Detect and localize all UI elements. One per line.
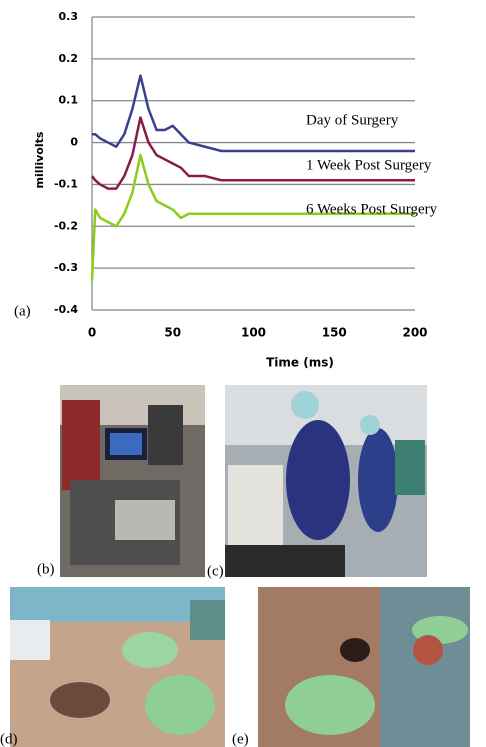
y-tick-label: -0.3 bbox=[54, 261, 78, 274]
y-tick-label: -0.4 bbox=[54, 303, 78, 316]
x-tick-label: 150 bbox=[322, 326, 347, 340]
panel-label: (c) bbox=[207, 563, 224, 579]
photo-d bbox=[10, 587, 225, 747]
y-tick-label: -0.2 bbox=[54, 219, 78, 232]
y-tick-label: 0.1 bbox=[59, 94, 79, 107]
y-tick-label: 0 bbox=[70, 136, 78, 149]
photo-e bbox=[258, 587, 470, 747]
panel-label: (e) bbox=[232, 731, 249, 747]
series-line bbox=[92, 74, 415, 153]
y-tick-label: 0.3 bbox=[59, 10, 79, 23]
x-tick-label: 0 bbox=[88, 326, 96, 340]
x-tick-label: 100 bbox=[241, 326, 266, 340]
panel-label: (a) bbox=[14, 303, 31, 319]
series-label: 6 Weeks Post Surgery bbox=[306, 201, 438, 217]
y-tick-label: -0.1 bbox=[54, 177, 78, 190]
panel-label: (b) bbox=[37, 561, 55, 577]
series-label: 1 Week Post Surgery bbox=[306, 157, 432, 173]
x-tick-label: 50 bbox=[164, 326, 181, 340]
series-line bbox=[91, 116, 415, 190]
series-line bbox=[90, 153, 415, 281]
panel-label: (d) bbox=[0, 731, 18, 747]
x-tick-label: 200 bbox=[402, 326, 427, 340]
y-axis-label: millivolts bbox=[33, 131, 46, 188]
series-label: Day of Surgery bbox=[306, 112, 399, 128]
photo-c bbox=[225, 385, 427, 577]
y-tick-label: 0.2 bbox=[59, 52, 79, 65]
photo-b bbox=[60, 385, 205, 577]
x-axis-label: Time (ms) bbox=[266, 356, 334, 370]
